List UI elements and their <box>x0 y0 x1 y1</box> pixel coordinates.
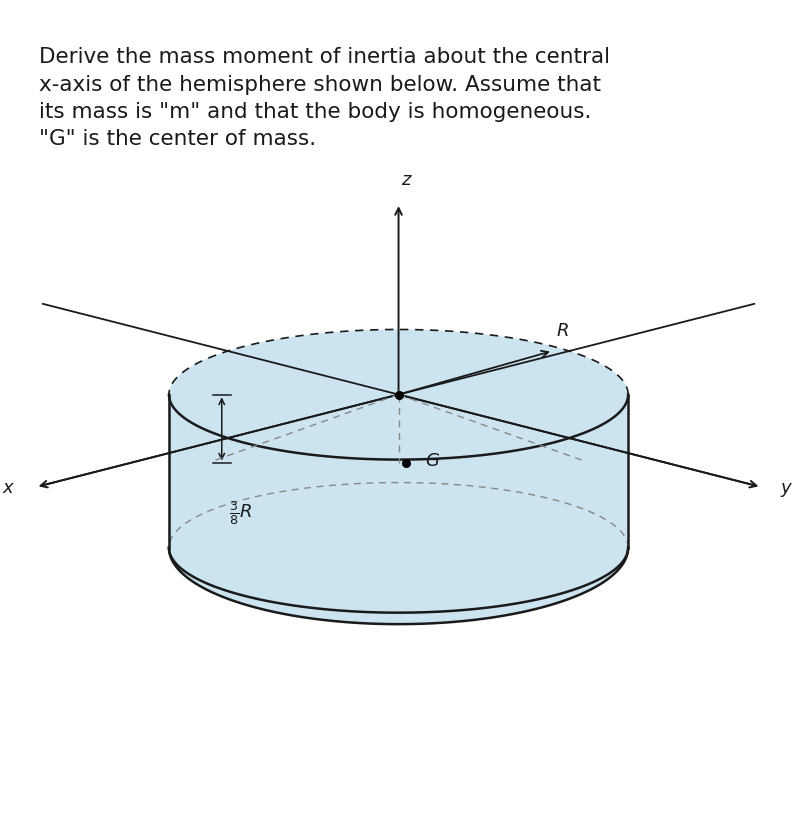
Text: G: G <box>426 451 439 469</box>
Text: y: y <box>781 478 791 497</box>
Text: R: R <box>557 322 569 340</box>
Ellipse shape <box>169 330 628 460</box>
Text: z: z <box>402 171 411 189</box>
Text: x: x <box>2 478 13 497</box>
Text: $\frac{3}{8}$$R$: $\frac{3}{8}$$R$ <box>229 498 252 526</box>
Polygon shape <box>169 548 628 624</box>
Polygon shape <box>169 395 628 613</box>
Text: Derive the mass moment of inertia about the central
x-axis of the hemisphere sho: Derive the mass moment of inertia about … <box>39 48 610 149</box>
